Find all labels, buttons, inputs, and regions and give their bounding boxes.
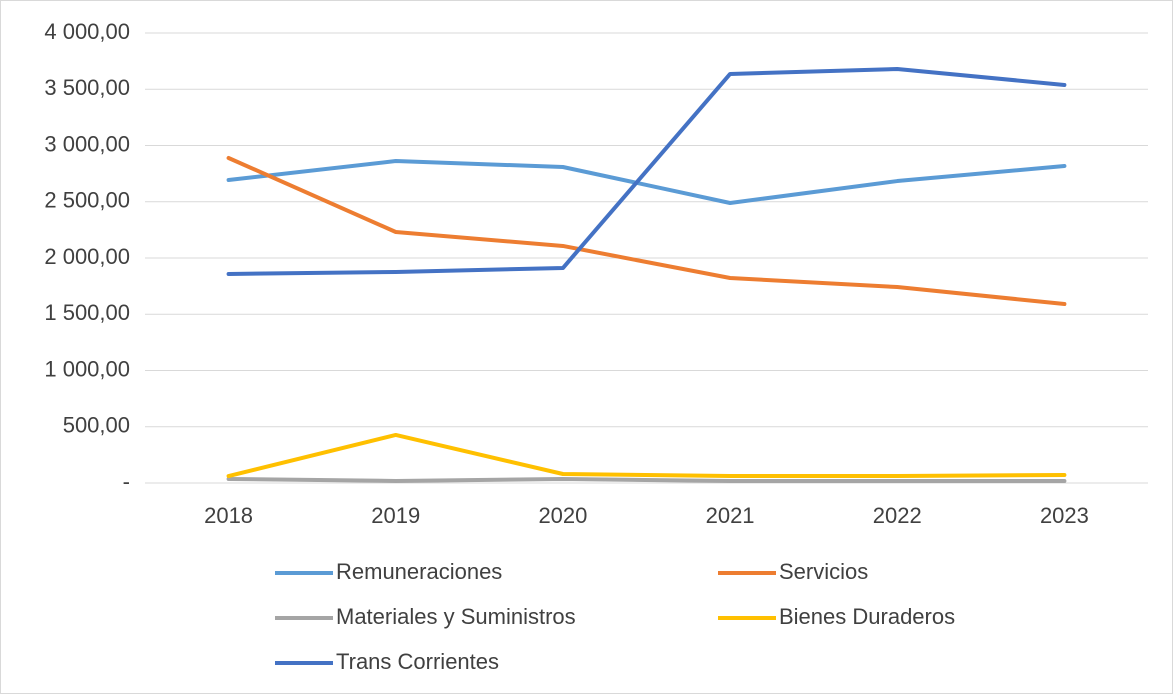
- legend-label: Bienes Duraderos: [779, 604, 955, 629]
- legend-label: Servicios: [779, 559, 868, 584]
- x-tick-label: 2020: [538, 503, 587, 528]
- y-tick-label: 3 000,00: [44, 131, 130, 156]
- series-line: [226, 432, 1067, 479]
- series-line: [226, 67, 1067, 276]
- x-tick-label: 2018: [204, 503, 253, 528]
- series-line: [226, 159, 1067, 205]
- x-tick-label: 2019: [371, 503, 420, 528]
- y-tick-label: 1 000,00: [44, 356, 130, 381]
- series-line: [226, 476, 1067, 483]
- legend-label: Remuneraciones: [336, 559, 502, 584]
- y-tick-label: 4 000,00: [44, 19, 130, 44]
- x-tick-label: 2022: [873, 503, 922, 528]
- y-tick-label: 3 500,00: [44, 75, 130, 100]
- legend-label: Trans Corrientes: [336, 649, 499, 674]
- y-tick-label: 1 500,00: [44, 300, 130, 325]
- y-tick-label: -: [123, 469, 130, 494]
- x-tick-label: 2021: [706, 503, 755, 528]
- legend-label: Materiales y Suministros: [336, 604, 576, 629]
- y-tick-label: 500,00: [63, 413, 130, 438]
- y-tick-label: 2 000,00: [44, 244, 130, 269]
- series-line: [226, 155, 1067, 307]
- y-tick-label: 2 500,00: [44, 188, 130, 213]
- x-tick-label: 2023: [1040, 503, 1089, 528]
